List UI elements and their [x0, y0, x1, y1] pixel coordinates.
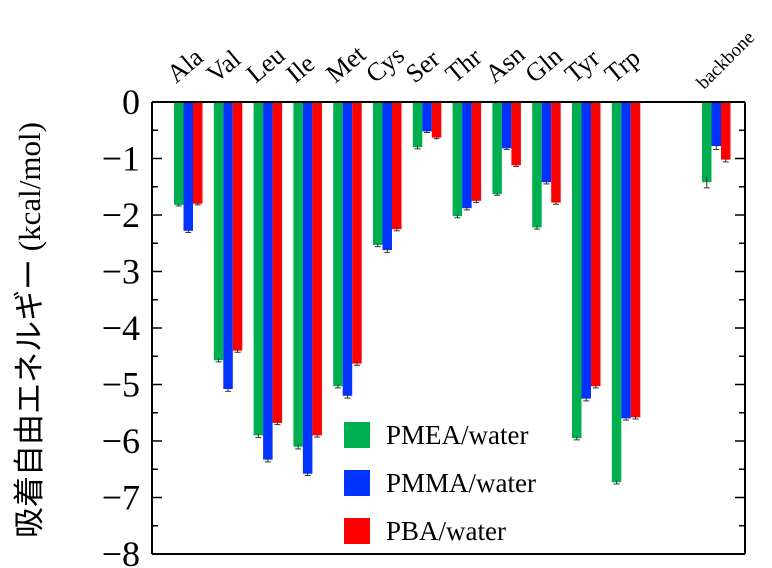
y-tick-label: −6 — [102, 421, 140, 461]
bar-met-1 — [333, 102, 343, 387]
bar-gln-2 — [541, 102, 552, 183]
y-tick-label: −2 — [102, 195, 140, 235]
y-axis-title: 吸着自由エネルギー (kcal/mol) — [12, 122, 47, 538]
bar-val-2 — [223, 102, 233, 390]
bar-val-1 — [213, 102, 224, 361]
y-tick-label: 0 — [122, 82, 140, 122]
bar-trp-1 — [611, 102, 622, 483]
axes-group: 0 −1 −2 −3 −4 −5 −6 −7 −8 吸着自由エネルギー (kcal/mol) — [12, 82, 746, 568]
y-tick-label: −4 — [102, 308, 140, 348]
bar-tyr-2 — [581, 102, 591, 399]
legend-label-2: PMMA/water — [386, 468, 536, 498]
bar-thr-2 — [462, 102, 472, 209]
bar-ser-1 — [412, 102, 423, 148]
bar-ala-3 — [193, 102, 203, 204]
bar-asn-1 — [492, 102, 502, 195]
category-label-backbone: backbone — [693, 27, 759, 93]
bar-leu-2 — [263, 102, 273, 460]
y-tick-label: −3 — [102, 252, 140, 292]
bar-cys-3 — [392, 102, 402, 230]
bar-trp-2 — [621, 102, 631, 419]
bar-backbone-3 — [721, 102, 731, 160]
bar-backbone-1 — [702, 102, 712, 183]
legend-label-3: PBA/water — [386, 516, 506, 546]
y-tick-label: −7 — [102, 478, 140, 518]
bar-met-2 — [342, 102, 353, 396]
bar-met-3 — [352, 102, 362, 364]
category-label-val: Val — [201, 44, 246, 89]
y-tick-label: −8 — [102, 534, 140, 568]
bar-tyr-3 — [591, 102, 601, 387]
legend-swatch-1 — [344, 422, 370, 448]
bar-cys-2 — [382, 102, 392, 251]
bar-ile-2 — [302, 102, 313, 474]
bar-leu-1 — [253, 102, 264, 436]
legend-label-1: PMEA/water — [386, 420, 528, 450]
bar-ile-3 — [312, 102, 322, 436]
legend: PMEA/water PMMA/water PBA/water — [344, 420, 536, 546]
bar-val-3 — [232, 102, 243, 351]
bar-asn-2 — [501, 102, 512, 149]
bar-ala-1 — [174, 102, 184, 205]
bar-cys-1 — [373, 102, 383, 245]
legend-swatch-2 — [344, 470, 370, 496]
bar-gln-3 — [551, 102, 561, 203]
y-tick-label: −5 — [102, 365, 140, 405]
bar-ser-3 — [431, 102, 442, 138]
bar-tyr-1 — [572, 102, 582, 439]
bar-gln-1 — [532, 102, 542, 228]
bars-group — [174, 102, 731, 485]
bar-trp-3 — [630, 102, 641, 418]
legend-swatch-3 — [344, 518, 370, 544]
bar-asn-3 — [511, 102, 521, 166]
category-label-trp: Trp — [599, 43, 646, 89]
y-tick-label: −1 — [102, 139, 140, 179]
bar-thr-1 — [452, 102, 463, 217]
bar-ile-1 — [293, 102, 303, 447]
bar-ser-2 — [422, 102, 432, 132]
bar-thr-3 — [471, 102, 482, 201]
bar-backbone-2 — [711, 102, 721, 147]
category-label-ile: Ile — [281, 49, 321, 89]
bar-leu-3 — [272, 102, 283, 423]
bar-ala-2 — [183, 102, 193, 231]
